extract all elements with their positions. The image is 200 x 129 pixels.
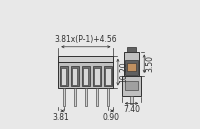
- Bar: [125, 60, 138, 75]
- Text: 7.40: 7.40: [123, 105, 140, 114]
- Text: 3.50: 3.50: [145, 55, 154, 72]
- Bar: [96, 88, 98, 106]
- Bar: [125, 81, 138, 90]
- Bar: [72, 68, 77, 85]
- Bar: [82, 66, 90, 86]
- Bar: [85, 88, 87, 106]
- Bar: [124, 51, 139, 76]
- Bar: [130, 96, 133, 104]
- Text: 3.81x(P-1)+4.56: 3.81x(P-1)+4.56: [55, 35, 117, 44]
- Bar: [83, 68, 88, 85]
- Bar: [71, 66, 79, 86]
- Text: 3.81: 3.81: [53, 113, 69, 122]
- Bar: [122, 76, 141, 96]
- Bar: [127, 63, 136, 71]
- Bar: [58, 56, 113, 62]
- Bar: [58, 62, 113, 88]
- Text: 10.20: 10.20: [119, 61, 128, 83]
- Bar: [63, 88, 65, 106]
- Bar: [107, 88, 109, 106]
- Text: 0.90: 0.90: [102, 113, 119, 122]
- Bar: [60, 66, 68, 86]
- Bar: [74, 88, 76, 106]
- Bar: [61, 68, 66, 85]
- Bar: [104, 66, 112, 86]
- Bar: [94, 68, 100, 85]
- Bar: [93, 66, 101, 86]
- Bar: [127, 47, 136, 51]
- Bar: [105, 68, 111, 85]
